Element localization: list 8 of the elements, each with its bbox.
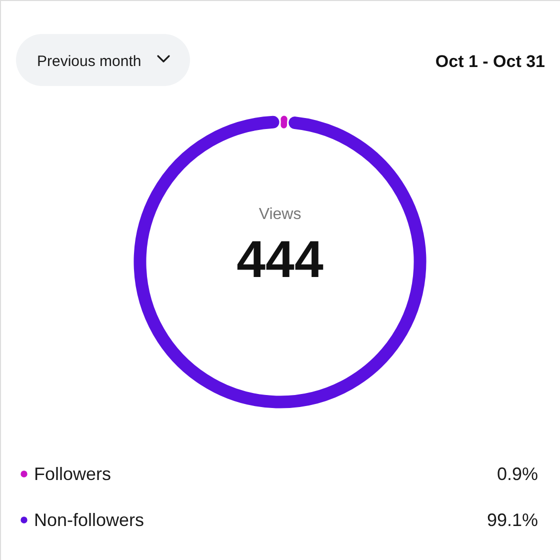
text: Views [258,206,302,223]
data-label: 99.1% [486,510,538,530]
data-label: 0.9% [496,464,538,484]
legend-label: Non-followers [34,510,144,530]
chart-subtitle: Oct 1 - Oct 31 [435,52,545,71]
text: Previous month [37,53,142,70]
text: 444 [236,231,324,289]
legend-label: Followers [34,464,112,484]
